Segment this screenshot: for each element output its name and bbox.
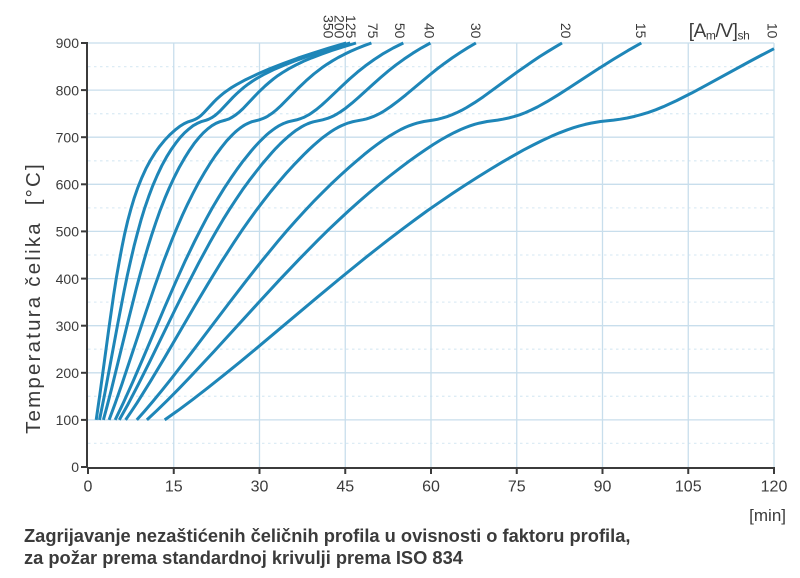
- svg-text:30: 30: [468, 23, 484, 39]
- svg-text:10: 10: [764, 23, 780, 39]
- svg-text:0: 0: [84, 479, 93, 496]
- svg-text:za požar prema standardnoj kri: za požar prema standardnoj krivulji prem…: [24, 547, 464, 568]
- svg-text:90: 90: [594, 479, 612, 496]
- svg-text:[min]: [min]: [749, 506, 786, 525]
- svg-text:20: 20: [558, 23, 574, 39]
- svg-text:40: 40: [422, 23, 438, 39]
- svg-text:105: 105: [675, 479, 702, 496]
- svg-text:50: 50: [392, 23, 408, 39]
- svg-text:100: 100: [56, 412, 80, 428]
- svg-text:30: 30: [251, 479, 269, 496]
- svg-text:15: 15: [165, 479, 183, 496]
- svg-text:[Am/V]sh: [Am/V]sh: [689, 21, 750, 43]
- svg-text:125: 125: [343, 15, 359, 39]
- svg-text:300: 300: [56, 318, 80, 334]
- svg-text:900: 900: [56, 35, 80, 51]
- svg-text:400: 400: [56, 271, 80, 287]
- svg-text:200: 200: [56, 365, 80, 381]
- svg-text:800: 800: [56, 82, 80, 98]
- svg-text:500: 500: [56, 224, 80, 240]
- svg-text:75: 75: [365, 23, 381, 39]
- svg-text:120: 120: [761, 479, 788, 496]
- svg-text:200: 200: [332, 15, 348, 39]
- svg-text:600: 600: [56, 177, 80, 193]
- svg-text:700: 700: [56, 129, 80, 145]
- svg-text:Zagrijavanje nezaštićenih čeli: Zagrijavanje nezaštićenih čeličnih profi…: [24, 525, 630, 546]
- svg-text:350: 350: [321, 15, 337, 39]
- svg-text:0: 0: [71, 459, 79, 475]
- svg-text:45: 45: [336, 479, 354, 496]
- svg-text:15: 15: [633, 23, 649, 39]
- svg-text:75: 75: [508, 479, 526, 496]
- svg-text:Temperatura čelika [°C]: Temperatura čelika [°C]: [22, 162, 45, 434]
- svg-text:60: 60: [422, 479, 440, 496]
